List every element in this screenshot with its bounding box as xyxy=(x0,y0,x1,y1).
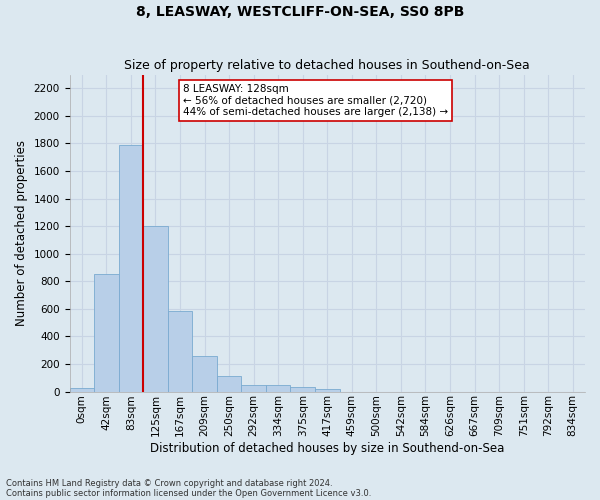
Text: 8, LEASWAY, WESTCLIFF-ON-SEA, SS0 8PB: 8, LEASWAY, WESTCLIFF-ON-SEA, SS0 8PB xyxy=(136,5,464,19)
Bar xyxy=(290,387,315,392)
Text: Contains public sector information licensed under the Open Government Licence v3: Contains public sector information licen… xyxy=(6,488,371,498)
Bar xyxy=(266,385,290,392)
Bar xyxy=(241,384,266,392)
Bar xyxy=(94,274,119,392)
Bar xyxy=(315,389,340,392)
Bar xyxy=(70,388,94,392)
Bar xyxy=(192,356,217,392)
Bar xyxy=(143,226,168,392)
Title: Size of property relative to detached houses in Southend-on-Sea: Size of property relative to detached ho… xyxy=(124,59,530,72)
Bar xyxy=(217,376,241,392)
Text: 8 LEASWAY: 128sqm
← 56% of detached houses are smaller (2,720)
44% of semi-detac: 8 LEASWAY: 128sqm ← 56% of detached hous… xyxy=(183,84,448,117)
Y-axis label: Number of detached properties: Number of detached properties xyxy=(15,140,28,326)
Bar xyxy=(168,311,192,392)
Bar xyxy=(119,145,143,392)
Text: Contains HM Land Registry data © Crown copyright and database right 2024.: Contains HM Land Registry data © Crown c… xyxy=(6,478,332,488)
X-axis label: Distribution of detached houses by size in Southend-on-Sea: Distribution of detached houses by size … xyxy=(150,442,505,455)
